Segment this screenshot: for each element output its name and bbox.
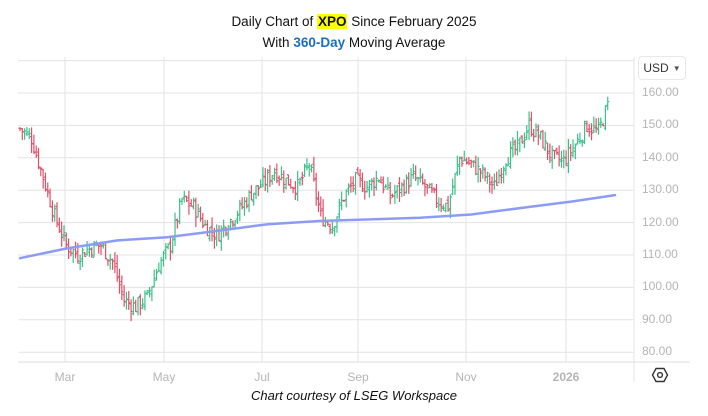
time-tick-label: May xyxy=(152,370,176,384)
subtitle-prefix: With xyxy=(262,35,294,50)
time-tick-label: Jul xyxy=(254,370,270,384)
price-tick-label: 90.00 xyxy=(642,311,673,326)
price-tick-label: 140.00 xyxy=(642,149,679,164)
time-tick-label: Nov xyxy=(455,370,477,384)
price-tick-label: 160.00 xyxy=(642,85,679,99)
ticker-highlight: XPO xyxy=(316,14,348,29)
chevron-down-icon: ▼ xyxy=(672,63,681,73)
price-tick-label: 130.00 xyxy=(642,182,679,197)
moving-average-line xyxy=(18,193,617,260)
currency-label: USD xyxy=(643,61,669,75)
price-tick-label: 80.00 xyxy=(642,344,673,359)
subtitle-suffix: Moving Average xyxy=(345,35,446,50)
ma-label: 360-Day xyxy=(293,35,346,50)
title-prefix: Daily Chart of xyxy=(231,14,317,29)
price-tick-label: 100.00 xyxy=(642,279,679,294)
time-tick-label: Mar xyxy=(54,370,76,384)
chart-credit: Chart courtesy of LSEG Workspace xyxy=(251,388,457,403)
currency-selector[interactable]: USD ▼ xyxy=(638,56,686,80)
price-tick-label: 110.00 xyxy=(642,247,678,261)
chart-title: Daily Chart of XPO Since February 2025 xyxy=(0,14,708,29)
time-tick-label: 2026 xyxy=(552,370,580,384)
title-suffix: Since February 2025 xyxy=(347,14,477,29)
grid-lines xyxy=(18,57,634,362)
chart-subtitle: With 360-Day Moving Average xyxy=(0,35,708,50)
settings-gear-icon[interactable] xyxy=(651,366,669,384)
price-tick-label: 120.00 xyxy=(642,214,679,229)
price-tick-label: 150.00 xyxy=(642,117,679,132)
time-tick-label: Sep xyxy=(347,370,369,384)
